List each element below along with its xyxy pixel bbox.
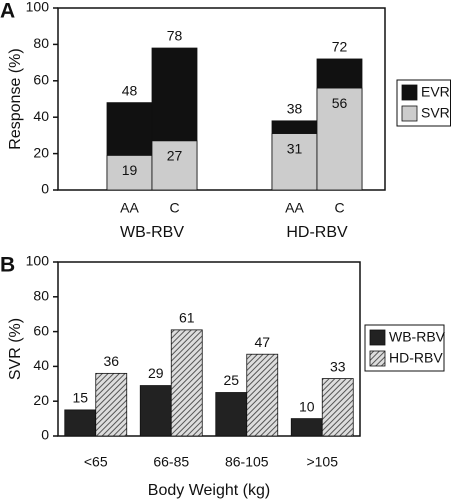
- y-tick-label: 60: [33, 72, 49, 88]
- group-label: WB-RBV: [120, 224, 184, 241]
- plot-frame: [57, 7, 386, 191]
- bar: [64, 409, 97, 437]
- legend-swatch: [401, 84, 418, 101]
- y-tick-label: 80: [33, 35, 49, 51]
- y-tick-label: 40: [33, 108, 49, 124]
- y-tick-label: 20: [33, 392, 49, 408]
- panel-label: A: [0, 0, 15, 23]
- y-tick-label: 0: [41, 427, 49, 443]
- value-label: 72: [332, 39, 348, 55]
- x-tick-label: >105: [306, 454, 338, 470]
- value-label: 33: [330, 358, 346, 374]
- x-tick-label: <65: [84, 454, 108, 470]
- value-label: 48: [122, 82, 138, 98]
- x-tick-label: 86-105: [225, 454, 269, 470]
- value-label: 56: [332, 95, 348, 111]
- value-label: 38: [287, 101, 303, 117]
- group-label: HD-RBV: [286, 224, 348, 241]
- bar: [290, 418, 323, 437]
- x-tick-label: 66-85: [153, 454, 189, 470]
- legend-swatch: [369, 350, 386, 367]
- value-label: 19: [122, 162, 138, 178]
- value-label: 78: [167, 28, 183, 44]
- y-axis-title: SVR (%): [7, 318, 24, 380]
- bar: [215, 392, 248, 437]
- y-axis-title: Response (%): [7, 48, 24, 149]
- value-label: 27: [167, 148, 183, 164]
- value-label: 36: [103, 353, 119, 369]
- plot-frame: [57, 261, 361, 437]
- value-label: 10: [299, 398, 315, 414]
- bar: [316, 87, 363, 191]
- y-tick-label: 100: [26, 0, 50, 15]
- bar: [95, 372, 128, 437]
- value-label: 25: [223, 372, 239, 388]
- legend-swatch: [369, 329, 386, 346]
- legend-label: HD-RBV: [389, 350, 443, 366]
- bar: [170, 329, 203, 437]
- y-tick-label: 40: [33, 357, 49, 373]
- legend-swatch: [401, 105, 418, 122]
- value-label: 61: [179, 310, 195, 326]
- y-tick-label: 80: [33, 288, 49, 304]
- y-tick-label: 20: [33, 144, 49, 160]
- y-tick-label: 60: [33, 322, 49, 338]
- bar: [246, 353, 279, 437]
- legend-label: WB-RBV: [389, 329, 446, 345]
- value-label: 29: [148, 365, 164, 381]
- x-axis-title: Body Weight (kg): [148, 482, 270, 499]
- x-tick-label: AA: [285, 200, 304, 216]
- y-tick-label: 0: [41, 181, 49, 197]
- x-tick-label: AA: [120, 200, 139, 216]
- value-label: 31: [287, 140, 303, 156]
- x-tick-label: C: [169, 200, 179, 216]
- legend-label: SVR: [421, 105, 450, 121]
- bar: [139, 385, 172, 437]
- bar: [271, 133, 318, 191]
- bar: [106, 155, 153, 191]
- bar: [321, 378, 354, 437]
- legend-label: EVR: [421, 84, 450, 100]
- panel-label: B: [0, 254, 15, 277]
- x-tick-label: C: [334, 200, 344, 216]
- bar: [151, 140, 198, 191]
- value-label: 15: [72, 390, 88, 406]
- value-label: 47: [254, 334, 270, 350]
- y-tick-label: 100: [26, 253, 50, 269]
